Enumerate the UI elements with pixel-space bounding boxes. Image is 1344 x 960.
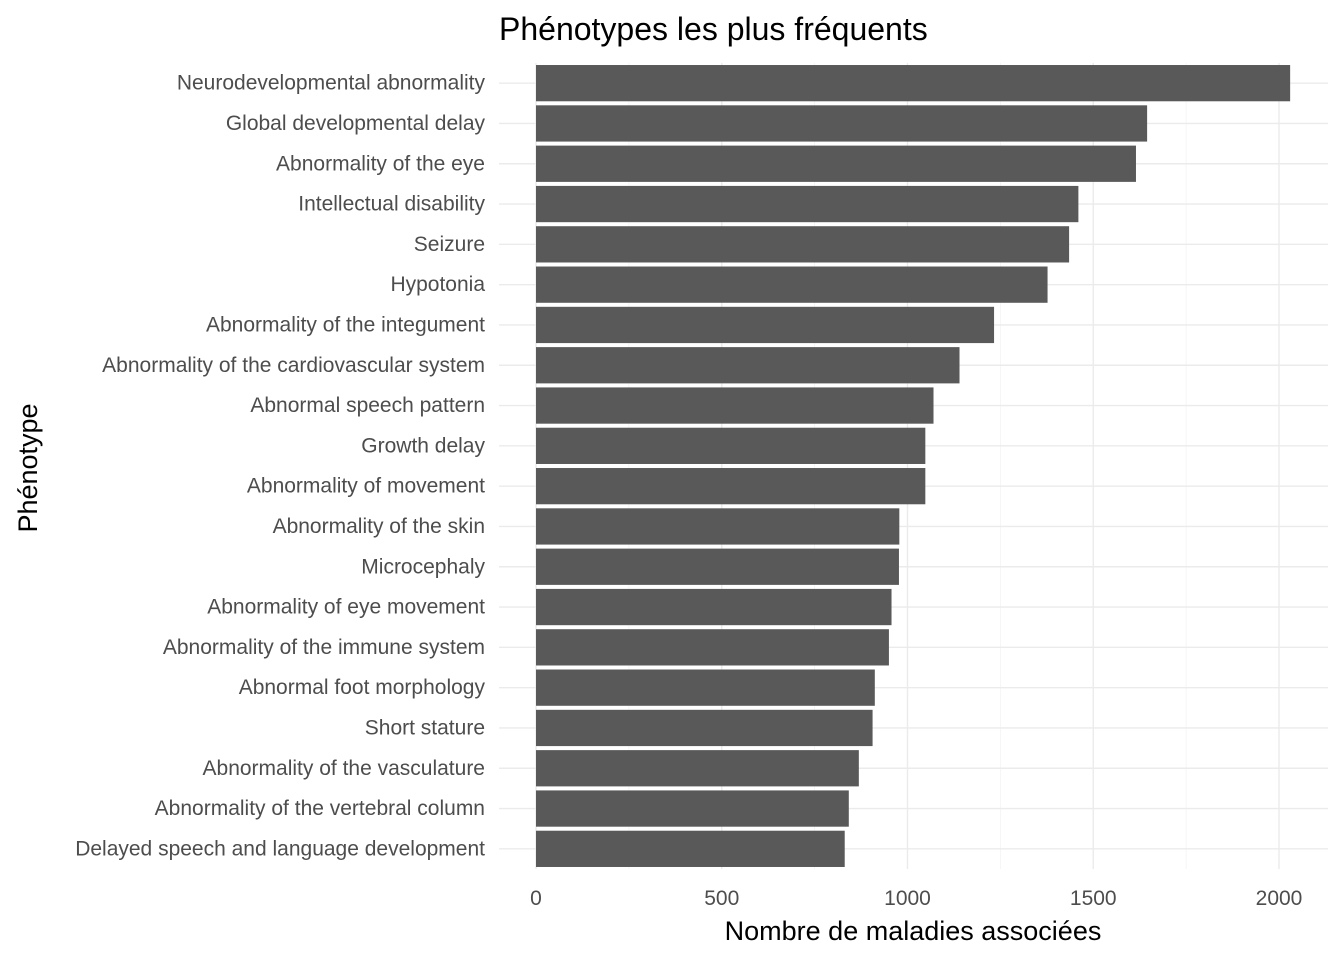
x-tick-label: 1500 <box>1070 887 1117 910</box>
grid <box>499 63 1328 869</box>
x-tick-label: 0 <box>530 887 542 910</box>
bar <box>536 185 1079 223</box>
y-tick-label: Hypotonia <box>390 273 485 296</box>
y-tick-label: Abnormality of the vasculature <box>203 757 485 780</box>
y-tick-label: Neurodevelopmental abnormality <box>177 72 486 95</box>
chart-title: Phénotypes les plus fréquents <box>499 11 928 47</box>
y-tick-label: Abnormality of the immune system <box>163 636 485 659</box>
y-tick-label: Global developmental delay <box>226 112 486 135</box>
bar <box>536 548 899 585</box>
y-tick-label: Abnormality of the eye <box>276 152 485 175</box>
bar <box>536 508 900 545</box>
x-tick-label: 500 <box>704 887 739 910</box>
bar <box>536 468 926 505</box>
y-tick-label: Intellectual disability <box>298 193 485 216</box>
bar <box>536 830 845 867</box>
bar <box>536 145 1136 182</box>
x-tick-label: 1000 <box>884 887 931 910</box>
y-tick-label: Delayed speech and language development <box>75 837 485 860</box>
y-tick-label: Seizure <box>414 233 485 256</box>
y-axis-title: Phénotype <box>13 403 43 532</box>
bar <box>536 387 934 424</box>
bar <box>536 65 1291 102</box>
y-tick-label: Abnormality of the vertebral column <box>155 797 485 820</box>
y-tick-label: Short stature <box>365 716 485 739</box>
x-tick-label: 2000 <box>1256 887 1303 910</box>
y-axis-tick-labels: Neurodevelopmental abnormality Global dev… <box>75 72 485 861</box>
bar <box>536 105 1148 142</box>
y-tick-label: Abnormality of the skin <box>273 515 485 538</box>
bar <box>536 306 995 344</box>
y-tick-label: Abnormal speech pattern <box>250 394 485 417</box>
bar <box>536 588 892 626</box>
bars <box>536 65 1291 867</box>
y-tick-label: Abnormality of the integument <box>206 313 485 336</box>
bar <box>536 347 960 384</box>
bar <box>536 226 1070 263</box>
y-tick-label: Abnormality of eye movement <box>207 596 485 619</box>
y-tick-label: Abnormal foot morphology <box>239 676 486 699</box>
x-axis-title: Nombre de maladies associées <box>725 916 1102 946</box>
y-tick-label: Growth delay <box>361 434 485 457</box>
bar <box>536 790 849 827</box>
bar <box>536 427 926 464</box>
bar <box>536 669 875 706</box>
bar <box>536 629 889 666</box>
bar <box>536 709 873 747</box>
bar <box>536 750 859 787</box>
y-tick-label: Abnormality of movement <box>247 475 485 498</box>
x-axis-tick-labels: 0 500 1000 1500 2000 <box>530 887 1302 910</box>
y-tick-label: Microcephaly <box>361 555 485 578</box>
y-tick-label: Abnormality of the cardiovascular system <box>102 354 485 377</box>
bar <box>536 266 1048 303</box>
